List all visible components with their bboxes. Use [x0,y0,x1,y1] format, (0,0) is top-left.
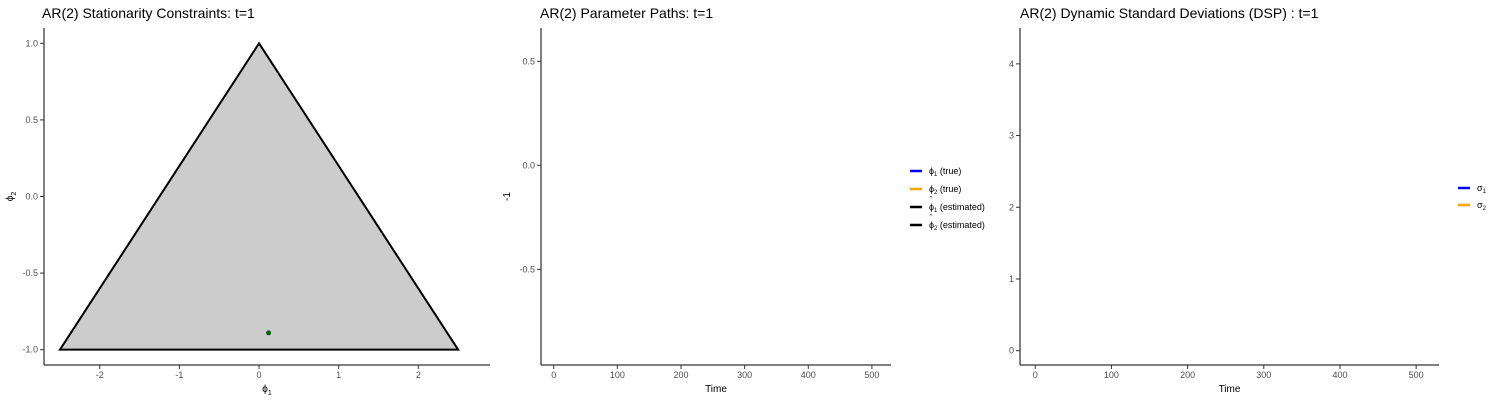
x-axis-label: Time [1219,384,1241,395]
x-tick-label: 400 [801,370,816,380]
legend: ϕ1 (true)ϕ2 (true)ϕ1 (estimated)ˆϕ2 (est… [910,166,985,232]
x-tick-label: -2 [96,370,104,380]
x-tick-label: 2 [416,370,421,380]
legend-symbol: ϕ [929,166,934,176]
x-tick-label: 200 [1180,370,1195,380]
x-tick-label: 100 [610,370,625,380]
x-axis-label-subscript: 1 [268,390,272,397]
legend-label-0: ϕ1 (true) [929,166,961,178]
x-axis-label: Time [705,384,727,395]
chart-parameter-paths: AR(2) Parameter Paths: t=1 0 100 200 300 400 5… [502,5,985,395]
x-tick-label: 500 [1409,370,1424,380]
y-tick-label: 3 [1009,131,1014,141]
legend-label-1: ϕ2 (true) [929,184,961,196]
y-tick-label: 1 [1009,274,1014,284]
y-axis-label: ϕ2 [5,192,18,202]
y-tick-label: 2 [1009,202,1014,212]
legend-subscript: 2 [1483,206,1487,212]
legend-subscript: 1 [934,172,938,178]
legend-hat-mark: ˆ [930,195,933,205]
y-tick-label: 0.5 [522,56,535,66]
legend-hat-mark: ˆ [930,213,933,223]
x-tick-label: 400 [1332,370,1347,380]
y-tick-label: -1.0 [22,345,38,355]
y-tick-label: 0.0 [522,160,535,170]
x-tick-label: 100 [1104,370,1119,380]
y-axis-label-text: -1 [502,192,513,201]
y-axis-label: -1 [502,192,513,201]
legend-subscript: 2 [934,190,938,196]
legend-text: (true) [937,166,961,176]
y-tick-label: -0.5 [22,268,38,278]
chart-stationarity: AR(2) Stationarity Constraints: t=1 -2 -1 0… [5,5,490,397]
x-axis-label-text: Time [1219,384,1241,395]
legend-subscript: 1 [934,208,938,214]
y-axis-label-subscript: 2 [11,192,18,196]
legend-symbol: σ [1477,200,1483,210]
y-tick-label: 0 [1009,346,1014,356]
x-axis-label-text: ϕ [262,384,268,395]
chart-title: AR(2) Parameter Paths: t=1 [540,5,713,21]
legend-label-3: ϕ2 (estimated) [929,220,985,232]
legend-symbol: ϕ [929,184,934,194]
x-tick-label: -1 [175,370,183,380]
legend-label-2: ϕ1 (estimated) [929,202,985,214]
legend-label-0: σ1 [1477,183,1487,195]
x-axis-label: ϕ1 [262,384,272,397]
x-tick-label: 0 [551,370,556,380]
x-tick-label: 0 [1033,370,1038,380]
y-tick-label: -0.5 [519,264,535,274]
legend-symbol: ϕ [929,220,934,230]
y-tick-label: 0.5 [25,115,38,125]
y-axis-label-text: ϕ [5,195,16,201]
y-tick-label: 4 [1009,59,1014,69]
chart-title: AR(2) Stationarity Constraints: t=1 [42,5,255,21]
y-tick-label: 0.0 [25,192,38,202]
legend-symbol: ϕ [929,202,934,212]
x-tick-label: 300 [1256,370,1271,380]
chart-title: AR(2) Dynamic Standard Deviations (DSP) … [1020,5,1319,21]
legend-text: (estimated) [937,202,985,212]
data-point [266,330,272,336]
legend-subscript: 1 [1483,189,1487,195]
legend-label-1: σ2 [1477,200,1487,212]
legend-symbol: σ [1477,183,1483,193]
legend-text: (true) [937,184,961,194]
x-tick-label: 500 [864,370,879,380]
x-tick-label: 200 [673,370,688,380]
legend-subscript: 2 [934,226,938,232]
chart-dynamic-sd: AR(2) Dynamic Standard Deviations (DSP) … [1009,5,1487,395]
x-tick-label: 1 [336,370,341,380]
y-tick-label: 1.0 [25,38,38,48]
x-axis-label-text: Time [705,384,727,395]
stationarity-region [58,41,460,351]
x-tick-label: 300 [737,370,752,380]
legend-text: (estimated) [937,220,985,230]
x-tick-label: 0 [257,370,262,380]
